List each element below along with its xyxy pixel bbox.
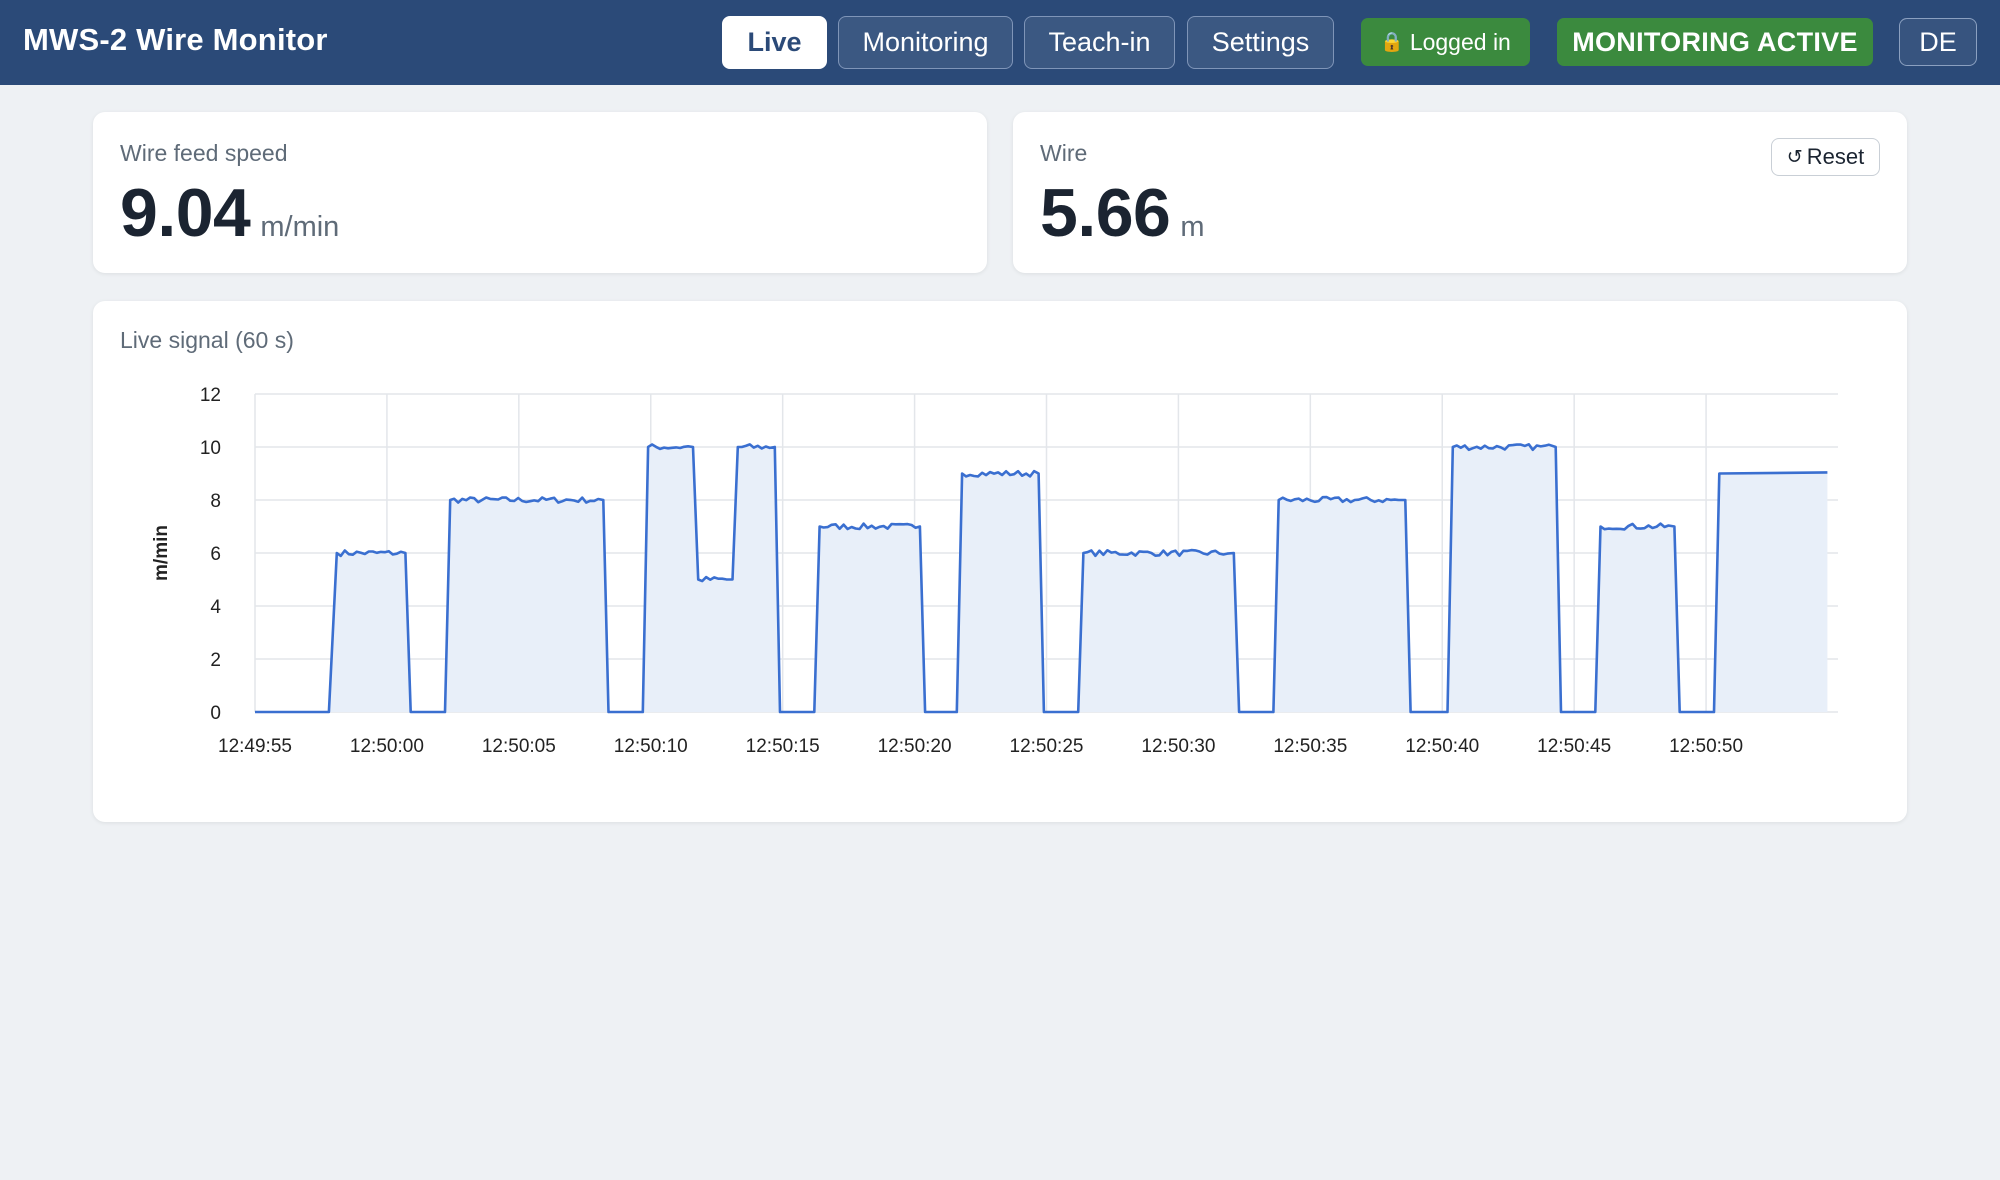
x-tick-label: 12:50:35 (1273, 736, 1347, 757)
series-line (255, 443, 1828, 714)
live-signal-chart: 0 2 4 6 8 10 12 12:49:55 12:50:00 12:50:05 12:50:1… (151, 385, 1838, 757)
reset-icon: ↺ (1786, 146, 1803, 168)
lock-icon: 🔒 (1380, 32, 1404, 53)
y-axis-label: m/min (151, 525, 172, 581)
y-tick-label: 2 (210, 650, 221, 671)
y-tick-label: 4 (210, 597, 221, 618)
x-tick-label: 12:50:25 (1010, 736, 1084, 757)
wire-label: Wire (1040, 140, 1088, 166)
speed-value: 9.04 (120, 175, 251, 251)
chart-title: Live signal (60 s) (120, 327, 294, 353)
tab-teach-in[interactable]: Teach-in (1024, 16, 1175, 69)
tab-settings[interactable]: Settings (1187, 16, 1334, 69)
speed-unit: m/min (260, 211, 340, 243)
login-label: Logged in (1409, 28, 1511, 55)
x-tick-label: 12:50:10 (614, 736, 688, 757)
app-title: MWS-2 Wire Monitor (23, 22, 328, 57)
live-signal-card: Live signal (60 s) 0 2 4 6 8 10 12 12:49:55 12:5… (93, 301, 1907, 822)
wire-unit: m (1180, 211, 1205, 243)
x-tick-label: 12:50:15 (746, 736, 820, 757)
tab-monitoring[interactable]: Monitoring (838, 16, 1013, 69)
language-button[interactable]: DE (1899, 18, 1977, 66)
x-tick-label: 12:50:45 (1537, 736, 1611, 757)
monitoring-status-badge: MONITORING ACTIVE (1557, 18, 1873, 66)
reset-button[interactable]: ↺ Reset (1771, 138, 1880, 176)
x-tick-label: 12:50:20 (878, 736, 952, 757)
y-tick-label: 6 (210, 544, 221, 565)
y-tick-label: 12 (200, 385, 221, 406)
tab-live[interactable]: Live (722, 16, 827, 69)
login-status-badge[interactable]: 🔒 Logged in (1361, 18, 1530, 66)
wire-length-card: Wire 5.66 m ↺ Reset (1013, 112, 1907, 273)
speed-label: Wire feed speed (120, 140, 288, 166)
x-tick-label: 12:50:50 (1669, 736, 1743, 757)
x-tick-label: 12:49:55 (218, 736, 292, 757)
x-tick-label: 12:50:40 (1405, 736, 1479, 757)
y-tick-label: 10 (200, 438, 221, 459)
reset-label: Reset (1806, 144, 1865, 169)
x-tick-label: 12:50:00 (350, 736, 424, 757)
x-tick-label: 12:50:05 (482, 736, 556, 757)
y-tick-label: 0 (210, 703, 221, 724)
y-tick-label: 8 (210, 491, 221, 512)
top-bar: MWS-2 Wire Monitor Live Monitoring Teach… (0, 0, 2000, 85)
x-tick-label: 12:50:30 (1141, 736, 1215, 757)
wire-value: 5.66 (1040, 175, 1171, 251)
wire-feed-speed-card: Wire feed speed 9.04 m/min (93, 112, 987, 273)
